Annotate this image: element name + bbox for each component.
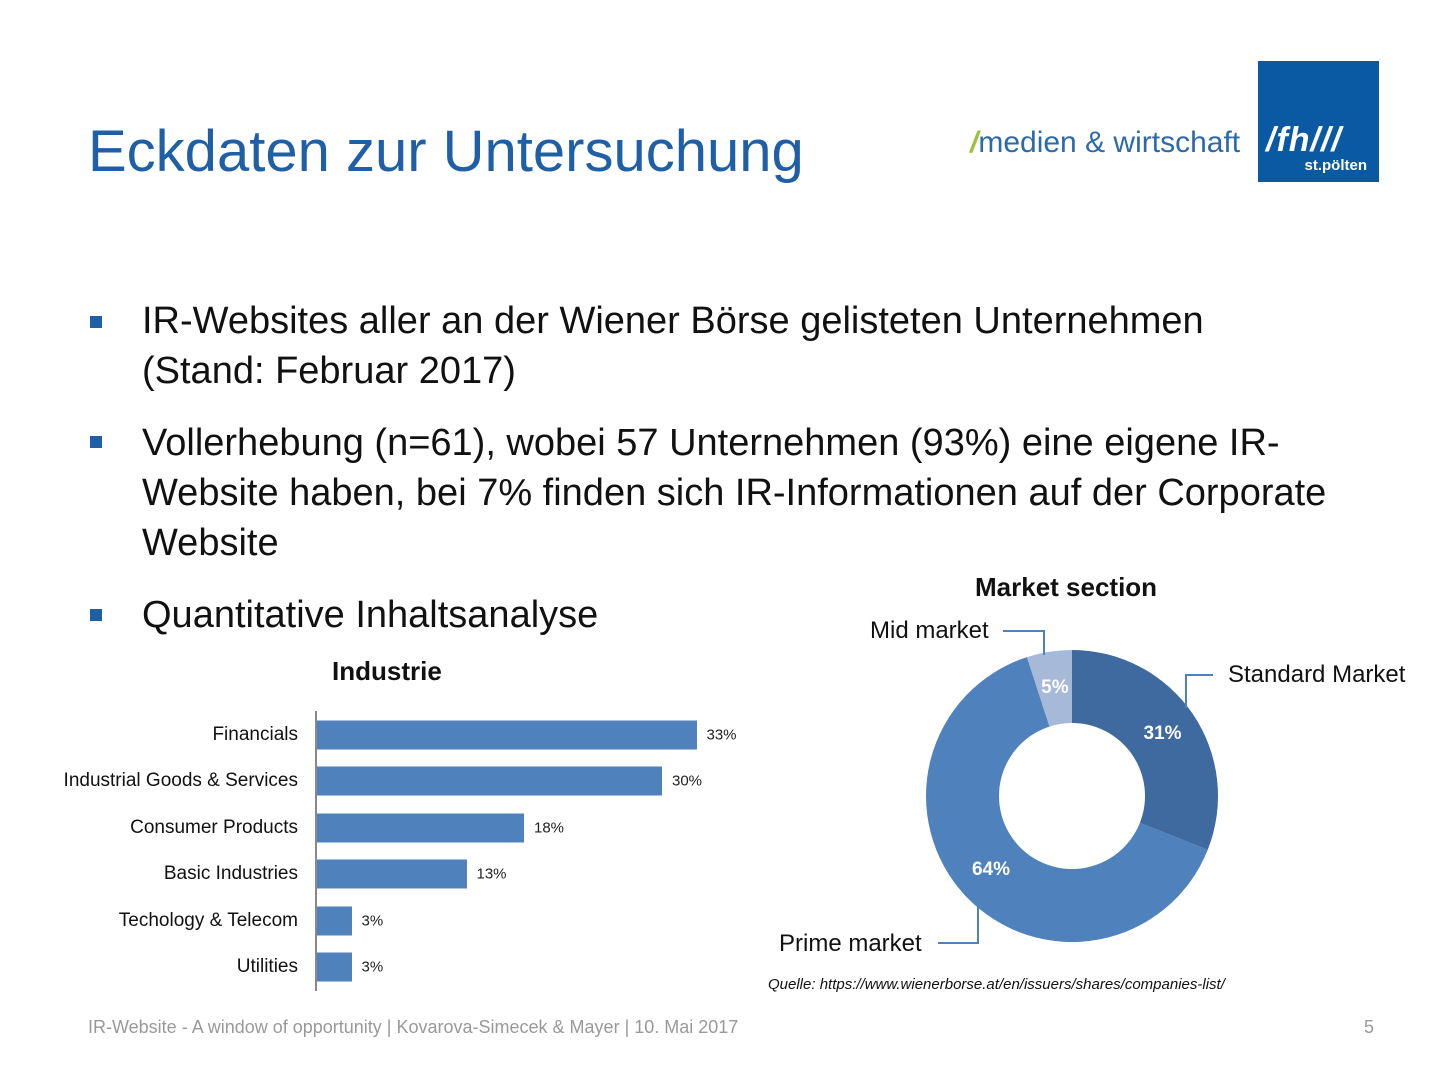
legend-standard-market: Standard Market	[1228, 661, 1406, 688]
leader-line-prime	[938, 905, 979, 944]
slide-title: Eckdaten zur Untersuchung	[88, 119, 804, 184]
bullet-text: IR-Websites aller an der Wiener Börse ge…	[142, 300, 1204, 392]
bar-value-label: 33%	[706, 726, 737, 744]
page-number: 5	[1364, 1017, 1375, 1037]
category-label: Basic Industries	[163, 863, 298, 885]
fh-logo: /fh/// st.pölten	[1258, 61, 1379, 182]
slice-value-label: 5%	[1041, 676, 1069, 698]
source-note: Quelle: https://www.wienerborse.at/en/is…	[768, 976, 1225, 993]
logo-sub: st.pölten	[1304, 157, 1368, 174]
bar	[317, 859, 467, 889]
donut-chart-title: Market section	[975, 572, 1158, 602]
legend-mid-market: Mid market	[870, 617, 989, 644]
legend-prime-market: Prime market	[779, 930, 922, 957]
bar-axis	[315, 711, 317, 991]
donut-slice	[925, 657, 1208, 943]
logo-medien-wirtschaft: /medien & wirtschaft	[970, 126, 1241, 159]
donut-slice	[1026, 650, 1072, 727]
slice-value-label: 31%	[1143, 723, 1182, 745]
leader-line-mid	[1003, 630, 1045, 655]
logo-text: medien & wirtschaft	[978, 126, 1241, 159]
bullet-text: Quantitative Inhaltsanalyse	[142, 594, 599, 636]
bar-chart-title: Industrie	[332, 656, 442, 686]
bar	[317, 952, 352, 982]
bar-value-label: 3%	[361, 912, 384, 930]
bar-value-label: 18%	[534, 819, 565, 837]
bar	[317, 813, 524, 843]
logo-mark: /fh///	[1266, 121, 1342, 159]
category-label: Utilities	[236, 956, 298, 977]
category-label: Consumer Products	[130, 816, 298, 838]
bullet-text: Vollerhebung (n=61), wobei 57 Unternehme…	[142, 422, 1327, 564]
footer: IR-Website - A window of opportunity | K…	[88, 1017, 739, 1037]
bar-value-label: 3%	[361, 958, 384, 976]
category-label: Financials	[212, 724, 298, 745]
donut-slice	[1072, 650, 1218, 850]
bullet-icon	[90, 316, 102, 328]
leader-line-standard	[1185, 674, 1213, 708]
bullet-icon	[90, 609, 102, 621]
category-label: Industrial Goods & Services	[63, 770, 298, 792]
slice-value-label: 64%	[971, 859, 1011, 880]
bar	[317, 720, 697, 750]
category-label: Techology & Telecom	[118, 909, 298, 931]
bar-value-label: 13%	[476, 865, 507, 883]
bar	[317, 906, 352, 936]
bullet-icon	[90, 436, 102, 448]
bar-value-label: 30%	[672, 772, 703, 790]
bar	[317, 766, 662, 796]
